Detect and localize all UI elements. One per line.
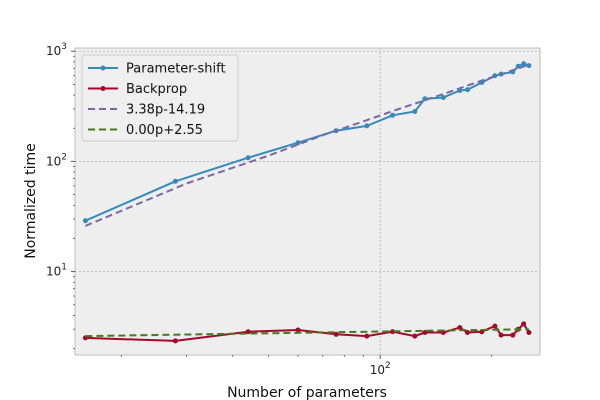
data-point — [465, 330, 470, 335]
legend-marker — [100, 65, 106, 71]
data-point — [422, 330, 428, 335]
y-tick-base: 10 — [46, 154, 61, 168]
series-3 — [85, 328, 529, 338]
data-point — [172, 338, 178, 344]
data-point — [245, 329, 251, 335]
data-point — [440, 95, 446, 100]
x-tick-base: 10 — [370, 363, 385, 377]
data-point — [82, 218, 88, 224]
data-point — [498, 332, 504, 338]
data-point — [172, 178, 178, 184]
series-layer — [82, 61, 532, 344]
legend-box — [81, 54, 239, 142]
y-axis-label: Normalized time — [23, 143, 39, 258]
legend-entry: 0.00p+2.55 — [88, 123, 203, 138]
legend-label: Backprop — [126, 82, 187, 97]
data-point — [510, 332, 516, 338]
legend: Parameter-shift Backprop 3.38p-14.19 0.00p+… — [81, 54, 239, 142]
data-point — [333, 331, 339, 337]
data-point — [295, 140, 301, 146]
y-tick-base: 10 — [46, 44, 61, 58]
legend-label: Parameter-shift — [126, 62, 226, 77]
legend-entry: 3.38p-14.19 — [88, 103, 205, 118]
data-point — [526, 63, 532, 69]
legend-entry: Backprop — [88, 82, 187, 97]
data-point — [295, 327, 301, 333]
y-tick-exponent: 2 — [61, 152, 67, 162]
data-point — [521, 61, 527, 67]
data-point — [465, 87, 470, 93]
y-tick-exponent: 1 — [61, 263, 67, 273]
grid — [75, 48, 540, 355]
data-point — [364, 123, 370, 129]
data-point — [412, 109, 418, 114]
data-point — [457, 325, 463, 331]
series-line — [85, 63, 530, 227]
y-tick-label: 101 — [46, 263, 67, 279]
y-tick-exponent: 3 — [61, 42, 67, 52]
data-point — [390, 112, 396, 118]
y-tick-base: 10 — [46, 265, 61, 279]
x-tick-label: 102 — [370, 361, 391, 377]
legend-label: 0.00p+2.55 — [126, 123, 203, 138]
x-axis-label: Number of parameters — [227, 385, 387, 400]
series-line — [85, 328, 529, 338]
y-tick-label: 102 — [46, 152, 67, 168]
legend-marker — [100, 86, 106, 91]
data-point — [526, 330, 532, 335]
legend-entry: Parameter-shift — [88, 62, 226, 77]
data-point — [492, 323, 498, 329]
data-point — [245, 155, 251, 161]
y-tick-label: 103 — [46, 42, 67, 58]
data-point — [521, 321, 527, 327]
x-tick-exponent: 2 — [385, 361, 391, 371]
series-2 — [85, 63, 530, 227]
data-point — [412, 333, 418, 339]
data-point — [364, 333, 370, 339]
legend-label: 3.38p-14.19 — [126, 103, 205, 118]
series-1 — [82, 321, 532, 344]
